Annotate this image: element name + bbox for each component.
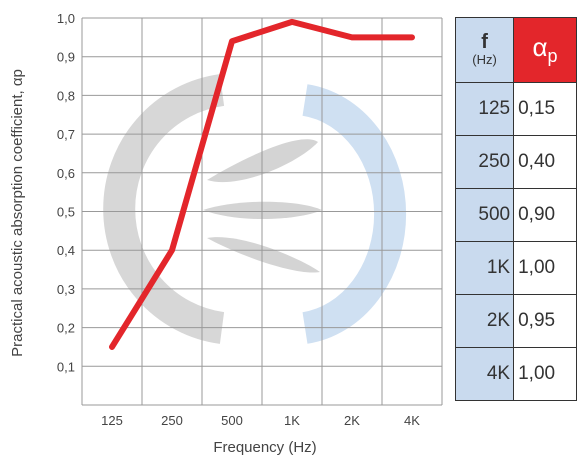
- y-tick-label: 0,2: [57, 321, 75, 336]
- frequency-cell: 1K: [454, 241, 515, 295]
- table-header-frequency: f (Hz): [454, 17, 515, 83]
- table-row: 1K 1,00: [454, 241, 577, 295]
- alpha-cell: 0,90: [513, 188, 577, 242]
- y-tick-label: 0,6: [57, 166, 75, 181]
- table-row: 125 0,15: [454, 82, 577, 136]
- table-row: 500 0,90: [454, 188, 577, 242]
- y-axis-title: Practical acoustic absorption coefficien…: [9, 69, 26, 357]
- alpha-cell: 0,40: [513, 135, 577, 189]
- table-header-alpha: αp: [513, 17, 577, 83]
- series-line: [109, 18, 415, 350]
- chart-grid: [81, 17, 443, 406]
- x-tick-label: 2K: [344, 413, 360, 428]
- x-tick-label: 125: [101, 413, 123, 428]
- table-header-row: f (Hz) αp: [454, 17, 577, 83]
- frequency-cell: 250: [454, 135, 515, 189]
- table-row: 4K 1,00: [454, 347, 577, 401]
- alpha-cell: 0,15: [513, 82, 577, 136]
- x-axis-title: Frequency (Hz): [213, 439, 316, 456]
- y-tick-label: 0,8: [57, 88, 75, 103]
- y-tick-label: 0,5: [57, 205, 75, 220]
- y-tick-label: 0,3: [57, 282, 75, 297]
- table-row: 250 0,40: [454, 135, 577, 189]
- x-tick-label: 1K: [284, 413, 300, 428]
- frequency-cell: 4K: [454, 347, 515, 401]
- x-tick-label: 4K: [404, 413, 420, 428]
- frequency-cell: 500: [454, 188, 515, 242]
- frequency-cell: 2K: [454, 294, 515, 348]
- sound-absorption-logo-icon: [103, 74, 407, 344]
- alpha-cell: 1,00: [513, 347, 577, 401]
- y-tick-label: 0,7: [57, 127, 75, 142]
- frequency-cell: 125: [454, 82, 515, 136]
- table-row: 2K 0,95: [454, 294, 577, 348]
- absorption-table: f (Hz) αp 125 0,15 250 0,40 500 0,90 1K 1,00 2K 0…: [454, 17, 577, 401]
- x-tick-label: 250: [161, 413, 183, 428]
- alpha-cell: 0,95: [513, 294, 577, 348]
- alpha-cell: 1,00: [513, 241, 577, 295]
- y-tick-label: 0,9: [57, 50, 75, 65]
- x-tick-label: 500: [221, 413, 243, 428]
- y-tick-label: 0,4: [57, 243, 75, 258]
- y-tick-label: 1,0: [57, 11, 75, 26]
- y-tick-label: 0,1: [57, 359, 75, 374]
